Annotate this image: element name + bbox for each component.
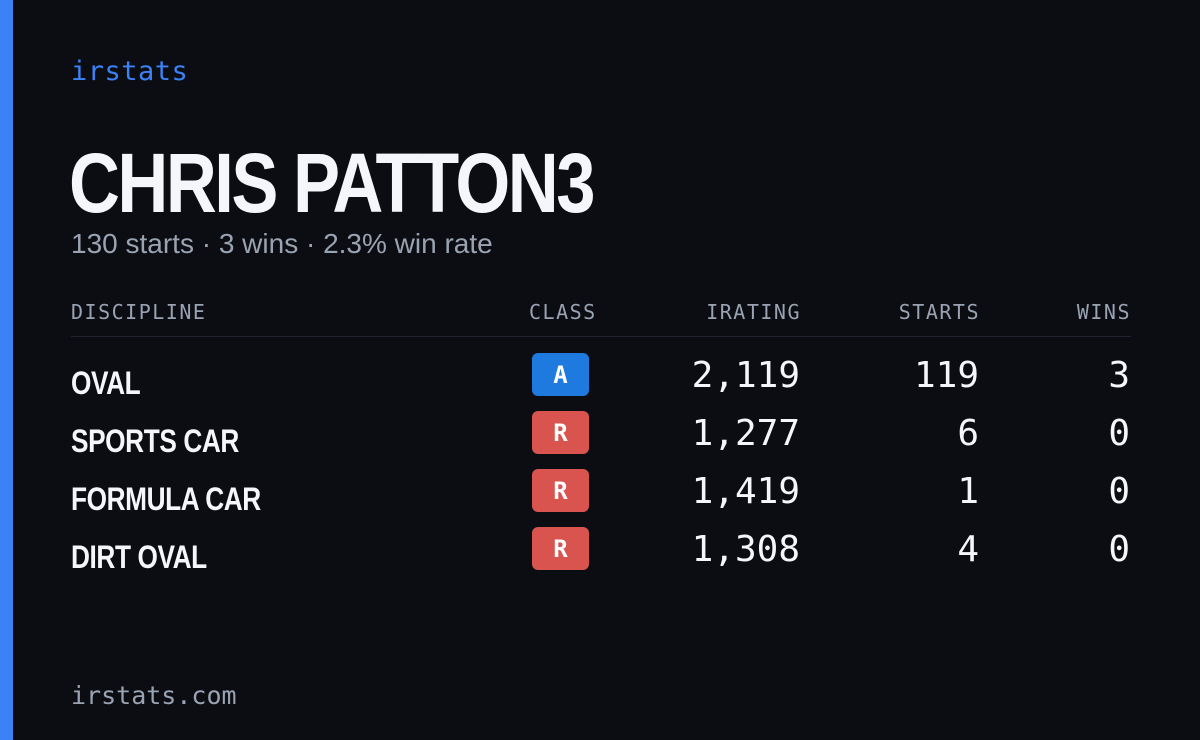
starts-value: 119 — [913, 355, 979, 396]
starts-value: 4 — [957, 529, 979, 570]
irating-value: 1,419 — [691, 471, 800, 512]
irating-value: 1,277 — [691, 413, 800, 454]
discipline-name: SPORTS CAR — [71, 423, 239, 459]
header-irating: IRATING — [706, 300, 801, 324]
wins-value: 0 — [1108, 471, 1130, 512]
table-row: SPORTS CAR R 1,277 6 0 — [71, 411, 1131, 469]
footer-url: irstats.com — [71, 681, 237, 710]
brand-logo-text: irstats — [71, 56, 189, 87]
table-row: OVAL A 2,119 119 3 — [71, 353, 1131, 411]
table-header: DISCIPLINE CLASS IRATING STARTS WINS — [71, 298, 1131, 337]
license-class-badge: R — [532, 411, 589, 454]
license-class-badge: A — [532, 353, 589, 396]
header-discipline: DISCIPLINE — [71, 300, 207, 324]
header-starts: STARTS — [898, 300, 980, 324]
header-wins: WINS — [1076, 300, 1131, 324]
discipline-name: FORMULA CAR — [71, 481, 261, 517]
irating-value: 1,308 — [691, 529, 800, 570]
license-class-badge: R — [532, 469, 589, 512]
wins-value: 0 — [1108, 529, 1130, 570]
accent-bar — [0, 0, 13, 740]
table-row: DIRT OVAL R 1,308 4 0 — [71, 527, 1131, 585]
irating-value: 2,119 — [691, 355, 800, 396]
player-summary: 130 starts · 3 wins · 2.3% win rate — [71, 228, 493, 259]
player-name: CHRIS PATTON3 — [69, 136, 595, 230]
table-row: FORMULA CAR R 1,419 1 0 — [71, 469, 1131, 527]
wins-value: 3 — [1108, 355, 1130, 396]
license-class-badge: R — [532, 527, 589, 570]
starts-value: 1 — [957, 471, 979, 512]
header-class: CLASS — [529, 300, 597, 324]
discipline-name: DIRT OVAL — [71, 539, 207, 575]
wins-value: 0 — [1108, 413, 1130, 454]
discipline-table: DISCIPLINE CLASS IRATING STARTS WINS OVA… — [71, 298, 1131, 585]
table-body: OVAL A 2,119 119 3 SPORTS CAR R 1,277 6 … — [71, 337, 1131, 585]
discipline-name: OVAL — [71, 365, 141, 401]
starts-value: 6 — [957, 413, 979, 454]
